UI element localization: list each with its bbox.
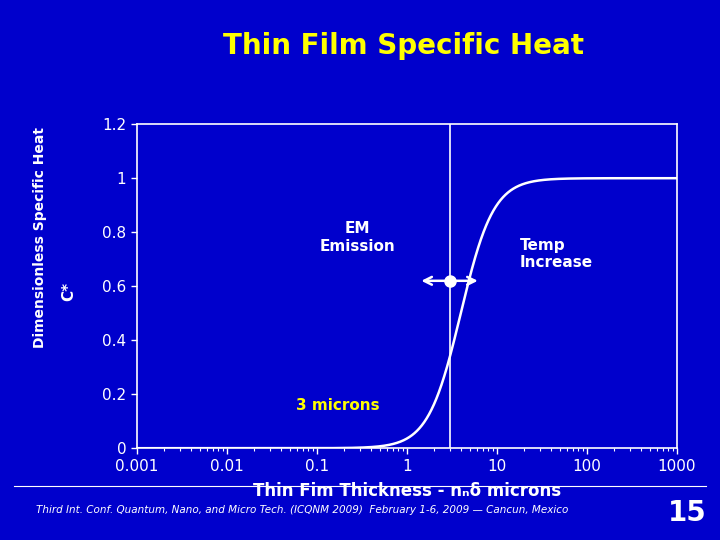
Text: C*: C* — [61, 282, 76, 301]
Text: Thin Film Specific Heat: Thin Film Specific Heat — [222, 32, 584, 60]
Text: Temp
Increase: Temp Increase — [520, 238, 593, 270]
Text: Dimensionless Specific Heat: Dimensionless Specific Heat — [32, 127, 47, 348]
Text: Thin Fim Thickness - nₙδ microns: Thin Fim Thickness - nₙδ microns — [253, 482, 561, 501]
Text: 15: 15 — [668, 499, 707, 527]
Text: Third Int. Conf. Quantum, Nano, and Micro Tech. (ICQNM 2009)  February 1-6, 2009: Third Int. Conf. Quantum, Nano, and Micr… — [36, 505, 568, 515]
Text: 3 microns: 3 microns — [296, 398, 379, 413]
Text: EM
Emission: EM Emission — [319, 221, 395, 254]
